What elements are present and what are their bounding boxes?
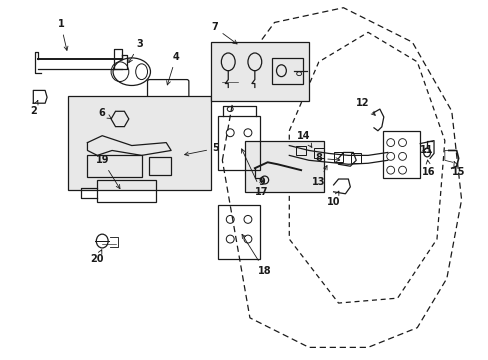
Text: 6: 6	[99, 108, 111, 118]
Text: 1: 1	[58, 19, 68, 50]
Text: 5: 5	[184, 144, 219, 156]
Text: 15: 15	[451, 162, 465, 177]
Text: 3: 3	[128, 39, 142, 63]
Text: 11: 11	[420, 145, 433, 156]
Bar	[218, 116, 259, 170]
Bar	[244, 141, 323, 192]
Bar	[296, 145, 305, 156]
Text: 8: 8	[315, 153, 339, 163]
Bar	[313, 148, 323, 158]
Bar	[97, 180, 156, 202]
Bar	[350, 153, 361, 163]
Text: 18: 18	[242, 234, 271, 276]
Text: 16: 16	[422, 160, 435, 177]
Text: 2: 2	[30, 100, 38, 116]
Text: 17: 17	[241, 149, 268, 197]
Text: 14: 14	[297, 131, 311, 147]
Bar	[210, 42, 308, 101]
Text: 9: 9	[258, 177, 264, 187]
Bar	[382, 131, 419, 178]
Text: 12: 12	[356, 98, 374, 115]
Bar	[149, 157, 171, 175]
Bar	[271, 58, 303, 84]
Bar	[87, 156, 142, 177]
Bar	[333, 152, 343, 162]
Text: 20: 20	[90, 250, 104, 264]
Bar	[218, 204, 259, 259]
Bar	[68, 96, 210, 190]
Text: 19: 19	[95, 155, 120, 189]
Text: 4: 4	[166, 52, 179, 85]
Text: 7: 7	[211, 22, 237, 44]
Text: 13: 13	[311, 166, 326, 187]
Text: 10: 10	[326, 191, 340, 207]
